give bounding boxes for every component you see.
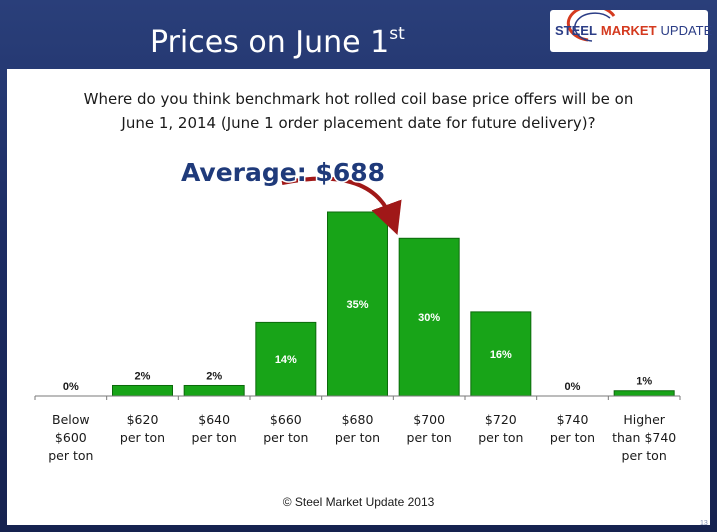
logo-word-market: MARKET bbox=[600, 23, 657, 38]
category-label-line: $720 bbox=[485, 412, 517, 427]
bar bbox=[112, 384, 173, 397]
data-label: 0% bbox=[63, 381, 79, 393]
annotation-layer: Average: $688 bbox=[179, 157, 402, 236]
category-label: $740 per ton bbox=[550, 412, 595, 445]
logo-swoosh-icon bbox=[566, 10, 616, 42]
bar bbox=[470, 311, 532, 397]
category-label-line: per ton bbox=[263, 430, 308, 445]
data-label: 16% bbox=[490, 349, 512, 361]
category-label-line: $640 bbox=[198, 412, 230, 427]
chart-title: Where do you think benchmark hot rolled … bbox=[83, 90, 634, 132]
category-label-line: $600 bbox=[55, 430, 87, 445]
category-label-line: per ton bbox=[407, 430, 452, 445]
labels-layer: Below $600 per ton$620 per ton$640 per ton$6… bbox=[48, 412, 676, 463]
bar bbox=[255, 321, 317, 397]
category-label-line: $700 bbox=[413, 412, 445, 427]
category-label: Higher than $740 per ton bbox=[612, 412, 676, 463]
bar bbox=[327, 211, 388, 397]
average-annotation: Average: $688 bbox=[181, 158, 385, 187]
category-label-line: per ton bbox=[192, 430, 237, 445]
slide-number: 13 bbox=[700, 520, 708, 527]
category-label-line: per ton bbox=[335, 430, 380, 445]
bar bbox=[398, 237, 460, 397]
category-label: $640 per ton bbox=[192, 412, 237, 445]
category-label: $620 per ton bbox=[120, 412, 165, 445]
logo-word-update: UPDATE bbox=[660, 23, 713, 38]
category-label-line: per ton bbox=[48, 448, 93, 463]
category-label: $720 per ton bbox=[478, 412, 523, 445]
category-label-line: $660 bbox=[270, 412, 302, 427]
slide-title: Prices on June 1st bbox=[150, 14, 405, 63]
category-label-line: per ton bbox=[120, 430, 165, 445]
copyright-notice: © Steel Market Update 2013 bbox=[282, 495, 435, 509]
bar bbox=[183, 384, 245, 397]
slide-title-text: Prices on June 1 bbox=[150, 25, 390, 60]
category-label-line: per ton bbox=[478, 430, 523, 445]
category-label: Below $600 per ton bbox=[48, 412, 93, 463]
data-label: 30% bbox=[418, 312, 440, 324]
category-label-line: $680 bbox=[342, 412, 374, 427]
data-label: 14% bbox=[275, 354, 297, 366]
category-label-line: per ton bbox=[622, 448, 667, 463]
data-label: 35% bbox=[346, 299, 368, 311]
steel-market-update-logo: STEEL MARKET UPDATE bbox=[550, 10, 712, 52]
data-label: 0% bbox=[565, 381, 581, 393]
category-label-line: per ton bbox=[550, 430, 595, 445]
category-label-line: $620 bbox=[127, 412, 159, 427]
bar bbox=[613, 390, 675, 397]
average-arrow bbox=[281, 176, 402, 236]
category-label-line: Higher bbox=[623, 412, 665, 427]
logo-word-steel: STEEL bbox=[555, 23, 597, 38]
slide-title-superscript: st bbox=[389, 24, 405, 44]
category-label: $660 per ton bbox=[263, 412, 308, 445]
category-label-line: Below bbox=[52, 412, 90, 427]
bars-layer: 0% 2% 2% 14% 35% 30% 16% 0% 1% bbox=[63, 211, 675, 397]
data-label: 2% bbox=[206, 370, 222, 382]
category-label: $700 per ton bbox=[407, 412, 452, 445]
tick-layer bbox=[34, 396, 681, 400]
category-label-line: $740 bbox=[557, 412, 589, 427]
data-label: 2% bbox=[135, 370, 151, 382]
data-label: 1% bbox=[636, 376, 652, 388]
category-label-line: than $740 bbox=[612, 430, 676, 445]
category-label: $680 per ton bbox=[335, 412, 380, 445]
